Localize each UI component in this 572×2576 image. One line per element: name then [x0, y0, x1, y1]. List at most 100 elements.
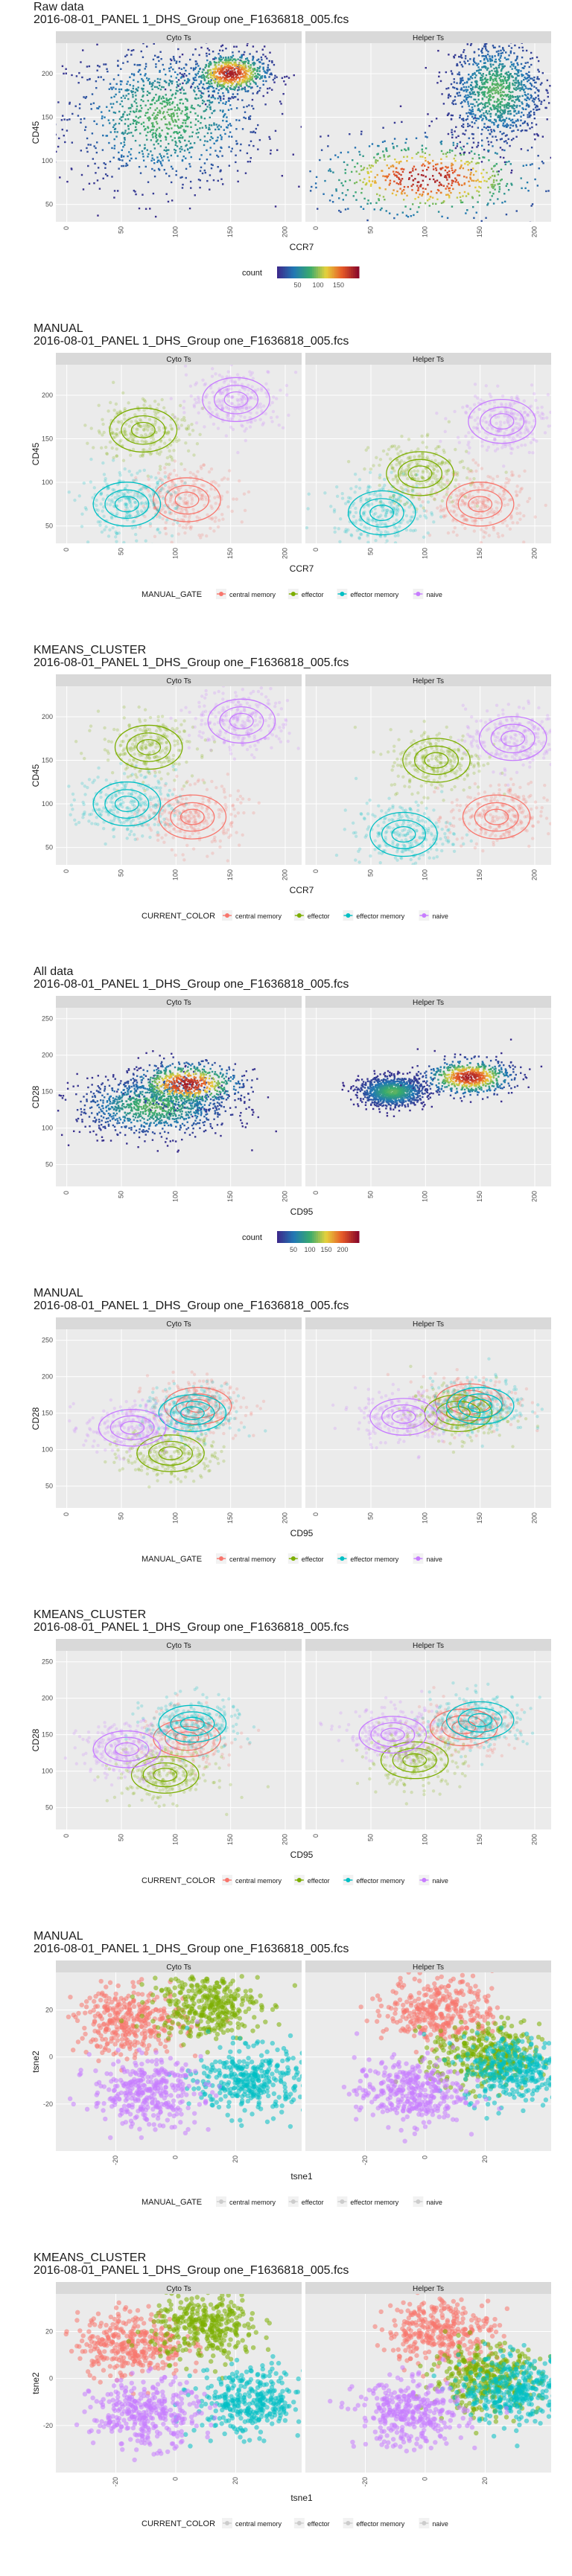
- data-point: [255, 75, 256, 77]
- data-point: [324, 180, 325, 182]
- data-point: [244, 77, 245, 78]
- data-point: [506, 59, 507, 60]
- data-point-effector-memory: [97, 520, 100, 523]
- data-point: [137, 81, 139, 83]
- data-point: [154, 147, 156, 149]
- data-point: [406, 214, 407, 216]
- data-point-effector-memory: [126, 496, 129, 499]
- data-point: [174, 141, 176, 142]
- data-point: [273, 64, 275, 65]
- data-point: [174, 106, 176, 108]
- data-point: [160, 140, 162, 141]
- data-point: [425, 153, 426, 154]
- data-point: [256, 77, 258, 78]
- data-point: [171, 118, 172, 120]
- data-point-effector-memory: [122, 541, 125, 544]
- data-point: [165, 147, 167, 148]
- data-point: [471, 106, 473, 108]
- data-point-central-memory: [452, 511, 455, 514]
- data-point-effector: [192, 453, 195, 456]
- data-point: [232, 83, 233, 85]
- data-point: [194, 124, 196, 126]
- data-point: [553, 84, 554, 86]
- data-point: [371, 164, 372, 166]
- data-point-effector: [170, 426, 173, 429]
- data-point-central-memory: [522, 540, 525, 543]
- x-tick-label: 200: [281, 226, 288, 237]
- data-point: [162, 159, 163, 161]
- data-point: [134, 92, 136, 93]
- data-point: [448, 190, 450, 191]
- data-point: [96, 44, 98, 45]
- data-point: [463, 90, 465, 92]
- data-point: [177, 115, 178, 117]
- data-point: [249, 75, 250, 77]
- data-point: [211, 167, 212, 169]
- data-point: [460, 115, 461, 116]
- data-point: [470, 169, 471, 170]
- data-point: [492, 105, 494, 106]
- data-point: [152, 134, 153, 135]
- data-point: [163, 156, 165, 157]
- data-point: [561, 198, 562, 199]
- data-point: [455, 127, 457, 128]
- data-point-central-memory: [170, 541, 173, 544]
- colorbar-tick-label: 150: [333, 281, 344, 289]
- data-point: [472, 93, 474, 95]
- data-point: [512, 107, 514, 109]
- data-point: [388, 173, 390, 175]
- data-point: [478, 154, 480, 156]
- data-point: [238, 69, 239, 71]
- data-point: [282, 175, 283, 176]
- y-axis-label: CD45: [31, 121, 41, 144]
- data-point: [106, 106, 107, 108]
- data-point: [536, 124, 537, 125]
- data-point: [244, 61, 245, 63]
- data-point-naive: [227, 394, 230, 397]
- data-point: [473, 141, 474, 143]
- data-point: [138, 86, 139, 88]
- data-point: [508, 54, 509, 56]
- data-point-central-memory: [463, 488, 465, 490]
- data-point: [521, 148, 522, 150]
- data-point: [481, 52, 483, 54]
- data-point: [215, 124, 217, 125]
- data-point-central-memory: [157, 471, 160, 474]
- data-point: [197, 88, 199, 89]
- data-point: [553, 95, 555, 97]
- data-point-effector: [142, 448, 144, 451]
- data-point: [211, 124, 212, 126]
- data-point: [440, 168, 442, 170]
- data-point: [369, 180, 370, 182]
- data-point: [96, 69, 98, 71]
- data-point: [466, 81, 468, 83]
- data-point: [226, 89, 227, 90]
- data-point: [139, 132, 141, 134]
- data-point: [510, 61, 512, 63]
- data-point: [85, 127, 86, 128]
- data-point: [271, 62, 273, 63]
- data-point: [259, 78, 261, 80]
- data-point: [212, 77, 213, 79]
- data-point: [465, 195, 467, 196]
- data-point-central-memory: [163, 527, 166, 530]
- data-point: [237, 81, 238, 83]
- data-point: [223, 98, 224, 100]
- data-point: [123, 156, 124, 157]
- data-point: [467, 95, 468, 96]
- data-point: [436, 118, 437, 119]
- data-point: [228, 80, 229, 82]
- data-point: [489, 103, 490, 105]
- data-point: [237, 170, 238, 171]
- data-point: [506, 95, 508, 96]
- data-point: [25, 177, 27, 179]
- data-point: [422, 156, 423, 157]
- data-point: [483, 45, 485, 47]
- data-point: [145, 63, 147, 65]
- data-point: [354, 166, 355, 167]
- data-point: [523, 68, 524, 69]
- data-point-central-memory: [496, 475, 499, 478]
- data-point: [355, 199, 357, 200]
- data-point: [480, 114, 482, 115]
